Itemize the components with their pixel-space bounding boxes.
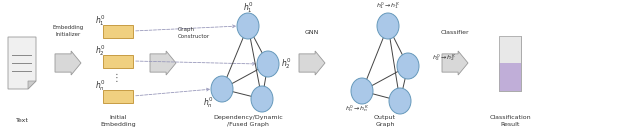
FancyBboxPatch shape [103, 24, 133, 37]
Ellipse shape [237, 13, 259, 39]
Text: $h_{n}^{0}$: $h_{n}^{0}$ [203, 95, 213, 110]
Ellipse shape [257, 51, 279, 77]
FancyBboxPatch shape [499, 63, 521, 91]
Polygon shape [8, 37, 36, 89]
Ellipse shape [389, 88, 411, 114]
Text: $h_{2}^{0}$: $h_{2}^{0}$ [281, 57, 291, 71]
Ellipse shape [211, 76, 233, 102]
Ellipse shape [397, 53, 419, 79]
Text: $h_1^0 \rightarrow h_1^K$: $h_1^0 \rightarrow h_1^K$ [376, 1, 400, 11]
Text: $h_{2}^{0}$: $h_{2}^{0}$ [95, 43, 106, 58]
Text: $h_{1}^{0}$: $h_{1}^{0}$ [243, 1, 253, 15]
FancyBboxPatch shape [499, 36, 521, 63]
Text: GNN: GNN [305, 31, 319, 36]
Text: $h_n^0 \rightarrow h_n^K$: $h_n^0 \rightarrow h_n^K$ [345, 104, 369, 114]
Text: Text: Text [15, 119, 28, 124]
Ellipse shape [351, 78, 373, 104]
Text: Classification
Result: Classification Result [489, 115, 531, 127]
FancyBboxPatch shape [103, 54, 133, 67]
Ellipse shape [251, 86, 273, 112]
Text: Graph
Constructor: Graph Constructor [178, 27, 210, 39]
Polygon shape [442, 51, 468, 75]
Text: $h_{1}^{0}$: $h_{1}^{0}$ [95, 13, 106, 28]
Text: Initial
Embedding: Initial Embedding [100, 115, 136, 127]
Text: Output
Graph: Output Graph [374, 115, 396, 127]
Polygon shape [299, 51, 325, 75]
Polygon shape [55, 51, 81, 75]
Polygon shape [28, 81, 36, 89]
Text: $h_{n}^{0}$: $h_{n}^{0}$ [95, 79, 106, 93]
Text: Dependency/Dynamic
/Fused Graph: Dependency/Dynamic /Fused Graph [213, 115, 283, 127]
Text: $h_2^0 \rightarrow h_2^K$: $h_2^0 \rightarrow h_2^K$ [432, 53, 456, 63]
Text: Classifier: Classifier [441, 31, 469, 36]
Text: Embedding
Initializer: Embedding Initializer [52, 25, 84, 37]
Ellipse shape [377, 13, 399, 39]
Polygon shape [150, 51, 176, 75]
FancyBboxPatch shape [499, 36, 521, 91]
FancyBboxPatch shape [103, 89, 133, 102]
Text: ⋮: ⋮ [111, 73, 121, 83]
